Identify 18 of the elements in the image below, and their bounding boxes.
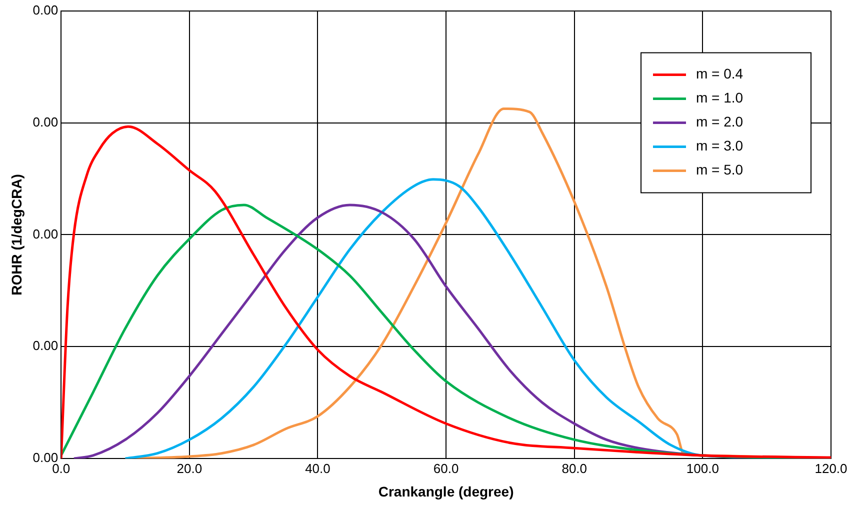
text: 0.00: [32, 226, 58, 242]
text: 0.00: [32, 114, 58, 130]
x-tick-label: 80.0: [562, 460, 588, 476]
x-tick-label: 20.0: [176, 460, 202, 476]
text: 0.00: [32, 2, 58, 18]
legend-label: m = 0.4: [696, 66, 744, 82]
x-tick-label: 0.0: [52, 460, 70, 476]
x-tick-label: 60.0: [433, 460, 459, 476]
legend-label: m = 1.0: [696, 90, 744, 106]
y-axis-title: ROHR (1/degCRA): [8, 174, 24, 296]
legend-label: m = 2.0: [696, 114, 744, 130]
text: 0.00: [32, 338, 58, 354]
x-tick-label: 100.0: [686, 460, 719, 476]
x-axis-title: Crankangle (degree): [378, 483, 514, 500]
legend-label: m = 5.0: [696, 162, 744, 178]
legend-label: m = 3.0: [696, 138, 744, 154]
x-tick-label: 40.0: [305, 460, 330, 476]
x-tick-label: 120.0: [814, 460, 848, 476]
